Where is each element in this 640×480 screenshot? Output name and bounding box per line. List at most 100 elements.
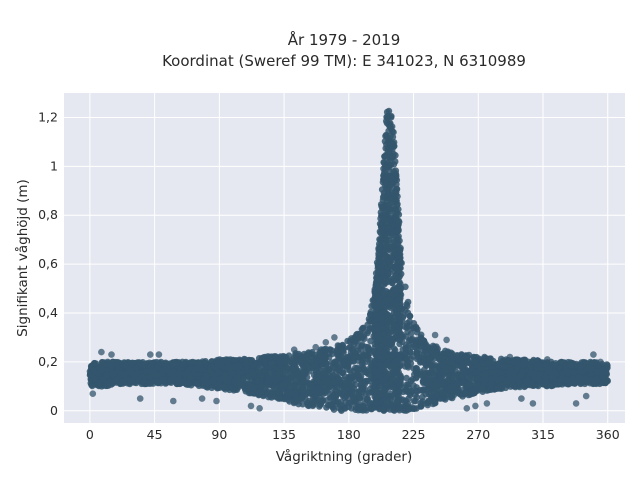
data-point: [462, 389, 469, 397]
data-point: [428, 362, 435, 369]
data-point: [328, 400, 335, 408]
data-point: [196, 359, 203, 367]
data-point: [341, 394, 349, 402]
data-point: [501, 363, 508, 371]
data-point: [392, 217, 400, 224]
data-point: [571, 379, 579, 387]
data-point: [405, 406, 412, 413]
data-point: [564, 368, 572, 376]
data-point: [272, 354, 279, 362]
data-point: [316, 356, 324, 364]
data-point: [498, 375, 506, 382]
data-point: [256, 372, 264, 380]
data-point: [405, 323, 413, 330]
data-point: [537, 371, 544, 378]
data-point: [452, 363, 460, 370]
data-point: [102, 372, 110, 379]
data-point: [415, 337, 423, 345]
data-point: [276, 395, 283, 402]
data-point: [258, 356, 265, 363]
data-point: [330, 406, 338, 413]
data-point: [324, 388, 331, 395]
data-point: [175, 370, 183, 378]
data-point: [382, 246, 390, 253]
data-point: [446, 350, 454, 358]
data-point: [364, 321, 371, 329]
data-point: [329, 392, 336, 400]
data-point: [215, 368, 223, 376]
data-point: [384, 148, 392, 155]
data-point: [265, 372, 273, 380]
data-point: [602, 366, 610, 374]
data-point: [341, 359, 349, 367]
data-point: [267, 363, 274, 370]
data-point: [208, 384, 216, 392]
data-point: [302, 354, 310, 362]
data-point: [334, 375, 342, 383]
data-point: [325, 350, 333, 357]
data-point: [179, 360, 186, 368]
data-point: [493, 385, 501, 392]
data-point: [454, 380, 462, 387]
data-point: [325, 365, 333, 372]
data-point: [375, 284, 383, 292]
data-point: [333, 349, 341, 357]
data-point: [510, 358, 517, 366]
data-point: [388, 195, 396, 203]
data-point: [129, 377, 136, 384]
data-point: [264, 378, 271, 385]
data-point: [550, 371, 558, 379]
data-point: [339, 347, 347, 355]
data-point: [216, 376, 223, 384]
data-point: [279, 369, 287, 377]
data-point: [391, 206, 398, 213]
data-point: [387, 161, 395, 169]
data-point: [142, 368, 149, 375]
data-point: [303, 368, 310, 375]
data-point: [358, 341, 366, 348]
data-point: [98, 365, 106, 373]
data-point: [299, 400, 307, 408]
data-point: [145, 380, 153, 387]
data-point: [542, 373, 549, 381]
data-point: [346, 367, 354, 374]
data-point: [413, 350, 421, 357]
data-point: [350, 353, 358, 361]
data-point: [335, 355, 342, 362]
data-point: [551, 361, 559, 369]
data-point: [530, 372, 538, 380]
data-point: [125, 369, 133, 376]
data-point: [426, 398, 433, 405]
data-point: [341, 405, 349, 412]
chart-title-line2: Koordinat (Sweref 99 TM): E 341023, N 63…: [162, 52, 526, 70]
data-point: [237, 381, 245, 389]
data-point: [444, 387, 452, 395]
data-point: [276, 358, 284, 366]
data-point: [99, 376, 106, 383]
data-point: [207, 363, 215, 370]
data-point: [246, 373, 253, 381]
data-point: [474, 374, 482, 382]
data-point: [170, 359, 178, 367]
data-point: [359, 402, 367, 410]
data-point: [315, 396, 322, 404]
data-point: [98, 359, 106, 366]
data-point: [289, 366, 297, 373]
data-point: [433, 391, 440, 399]
data-point: [481, 375, 489, 383]
data-point: [298, 395, 305, 402]
data-point: [302, 390, 310, 397]
data-point: [275, 388, 283, 396]
data-point: [512, 365, 520, 373]
data-point: [387, 133, 394, 140]
data-point: [148, 360, 155, 367]
data-point: [375, 245, 382, 252]
data-point: [431, 343, 438, 351]
data-point: [431, 398, 438, 406]
data-point: [454, 355, 461, 363]
data-point: [429, 382, 437, 390]
data-point: [323, 397, 330, 404]
data-point: [230, 387, 238, 394]
data-point: [489, 368, 497, 376]
data-point: [406, 312, 414, 320]
